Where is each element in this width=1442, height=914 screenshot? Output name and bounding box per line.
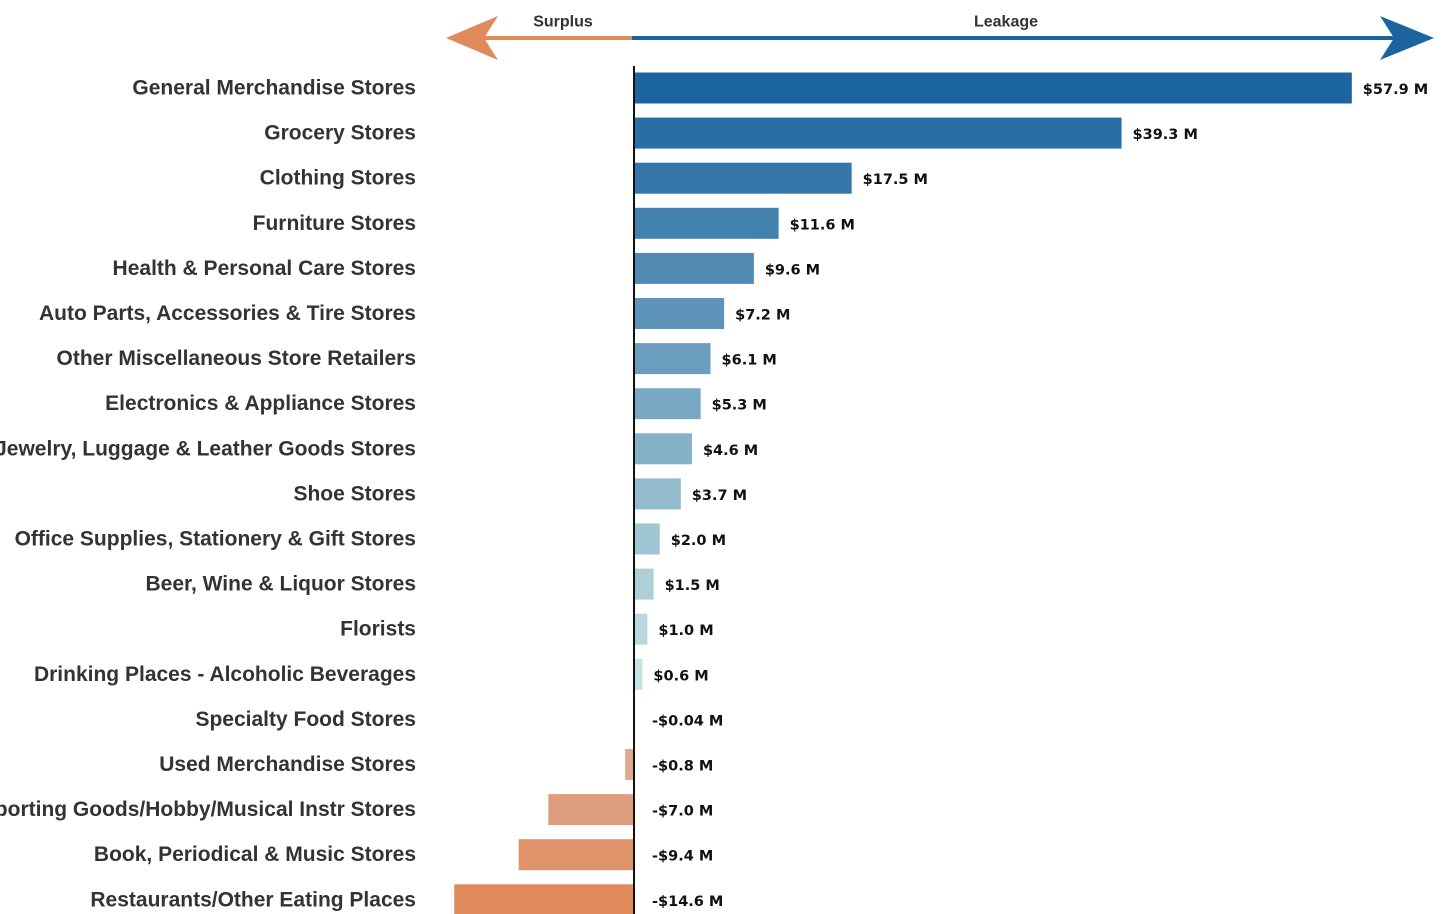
bars xyxy=(454,72,1352,914)
category-label-restaurants-other-eating-places: Restaurants/Other Eating Places xyxy=(90,888,416,911)
bar-auto-parts-accessories-tire-stores xyxy=(635,298,725,329)
bar-grocery-stores xyxy=(635,117,1122,149)
value-label-drinking-places-alcoholic-beverages: $0.6 M xyxy=(653,668,708,684)
value-labels: $57.9 M $39.3 M $17.5 M $11.6 M $9.6 M $7.2 M… xyxy=(652,82,1428,910)
category-label-health-personal-care-stores: Health & Personal Care Stores xyxy=(113,257,416,280)
value-label-general-merchandise-stores: $57.9 M xyxy=(1363,82,1428,98)
bar-clothing-stores xyxy=(635,162,852,194)
surplus-arrow-head-icon xyxy=(446,16,498,60)
category-label-shoe-stores: Shoe Stores xyxy=(293,482,416,505)
bar-jewelry-luggage-leather-goods-stores xyxy=(635,433,692,465)
value-label-florists: $1.0 M xyxy=(658,623,713,639)
bar-beer-wine-liquor-stores xyxy=(635,568,654,600)
bar-furniture-stores xyxy=(635,207,779,239)
value-label-specialty-food-stores: -$0.04 M xyxy=(652,713,723,729)
leakage-arrow-head-icon xyxy=(1380,16,1434,60)
category-label-other-miscellaneous-store-retailers: Other Miscellaneous Store Retailers xyxy=(57,347,416,370)
bar-electronics-appliance-stores xyxy=(635,388,701,420)
category-label-clothing-stores: Clothing Stores xyxy=(260,167,416,190)
category-label-electronics-appliance-stores: Electronics & Appliance Stores xyxy=(105,392,416,415)
value-label-clothing-stores: $17.5 M xyxy=(863,172,928,188)
category-label-used-merchandise-stores: Used Merchandise Stores xyxy=(159,753,416,776)
value-label-book-periodical-music-stores: -$9.4 M xyxy=(652,849,713,865)
value-label-electronics-appliance-stores: $5.3 M xyxy=(712,398,767,414)
bar-florists xyxy=(635,613,648,645)
direction-arrows: Surplus Leakage xyxy=(446,14,1434,60)
category-label-furniture-stores: Furniture Stores xyxy=(253,212,416,235)
value-label-jewelry-luggage-leather-goods-stores: $4.6 M xyxy=(703,443,758,459)
value-label-beer-wine-liquor-stores: $1.5 M xyxy=(665,578,720,594)
category-label-office-supplies-stationery-gift-stores: Office Supplies, Stationery & Gift Store… xyxy=(15,528,416,551)
category-label-auto-parts-accessories-tire-stores: Auto Parts, Accessories & Tire Stores xyxy=(39,302,416,325)
category-labels: General Merchandise Stores Grocery Stores… xyxy=(0,77,416,912)
bar-other-miscellaneous-store-retailers xyxy=(635,343,711,375)
value-label-auto-parts-accessories-tire-stores: $7.2 M xyxy=(735,308,790,324)
value-label-restaurants-other-eating-places: -$14.6 M xyxy=(652,894,723,910)
value-label-office-supplies-stationery-gift-stores: $2.0 M xyxy=(671,533,726,549)
category-label-florists: Florists xyxy=(340,618,416,641)
leakage-label: Leakage xyxy=(974,14,1038,31)
value-label-health-personal-care-stores: $9.6 M xyxy=(765,262,820,278)
value-label-other-miscellaneous-store-retailers: $6.1 M xyxy=(722,353,777,369)
bar-drinking-places-alcoholic-beverages xyxy=(635,658,643,690)
value-label-grocery-stores: $39.3 M xyxy=(1133,127,1198,143)
bar-health-personal-care-stores xyxy=(635,252,754,284)
bar-shoe-stores xyxy=(635,478,681,510)
value-label-shoe-stores: $3.7 M xyxy=(692,488,747,504)
category-label-sporting-goods-hobby-musical-instr-stores: Sporting Goods/Hobby/Musical Instr Store… xyxy=(0,798,416,821)
bar-sporting-goods-hobby-musical-instr-stores xyxy=(548,794,635,826)
category-label-grocery-stores: Grocery Stores xyxy=(264,122,416,145)
surplus-label: Surplus xyxy=(533,14,593,31)
value-label-furniture-stores: $11.6 M xyxy=(790,217,855,233)
bar-used-merchandise-stores xyxy=(625,749,635,780)
bar-office-supplies-stationery-gift-stores xyxy=(635,523,660,555)
category-label-book-periodical-music-stores: Book, Periodical & Music Stores xyxy=(94,843,416,866)
category-label-specialty-food-stores: Specialty Food Stores xyxy=(195,708,416,731)
category-label-general-merchandise-stores: General Merchandise Stores xyxy=(132,77,416,100)
category-label-jewelry-luggage-leather-goods-stores: Jewelry, Luggage & Leather Goods Stores xyxy=(0,437,416,460)
bar-general-merchandise-stores xyxy=(635,72,1352,104)
bar-book-periodical-music-stores xyxy=(518,839,635,871)
bar-restaurants-other-eating-places xyxy=(454,884,635,914)
value-label-used-merchandise-stores: -$0.8 M xyxy=(652,759,713,775)
category-label-beer-wine-liquor-stores: Beer, Wine & Liquor Stores xyxy=(145,573,416,596)
value-label-sporting-goods-hobby-musical-instr-stores: -$7.0 M xyxy=(652,804,713,820)
category-label-drinking-places-alcoholic-beverages: Drinking Places - Alcoholic Beverages xyxy=(34,663,416,686)
